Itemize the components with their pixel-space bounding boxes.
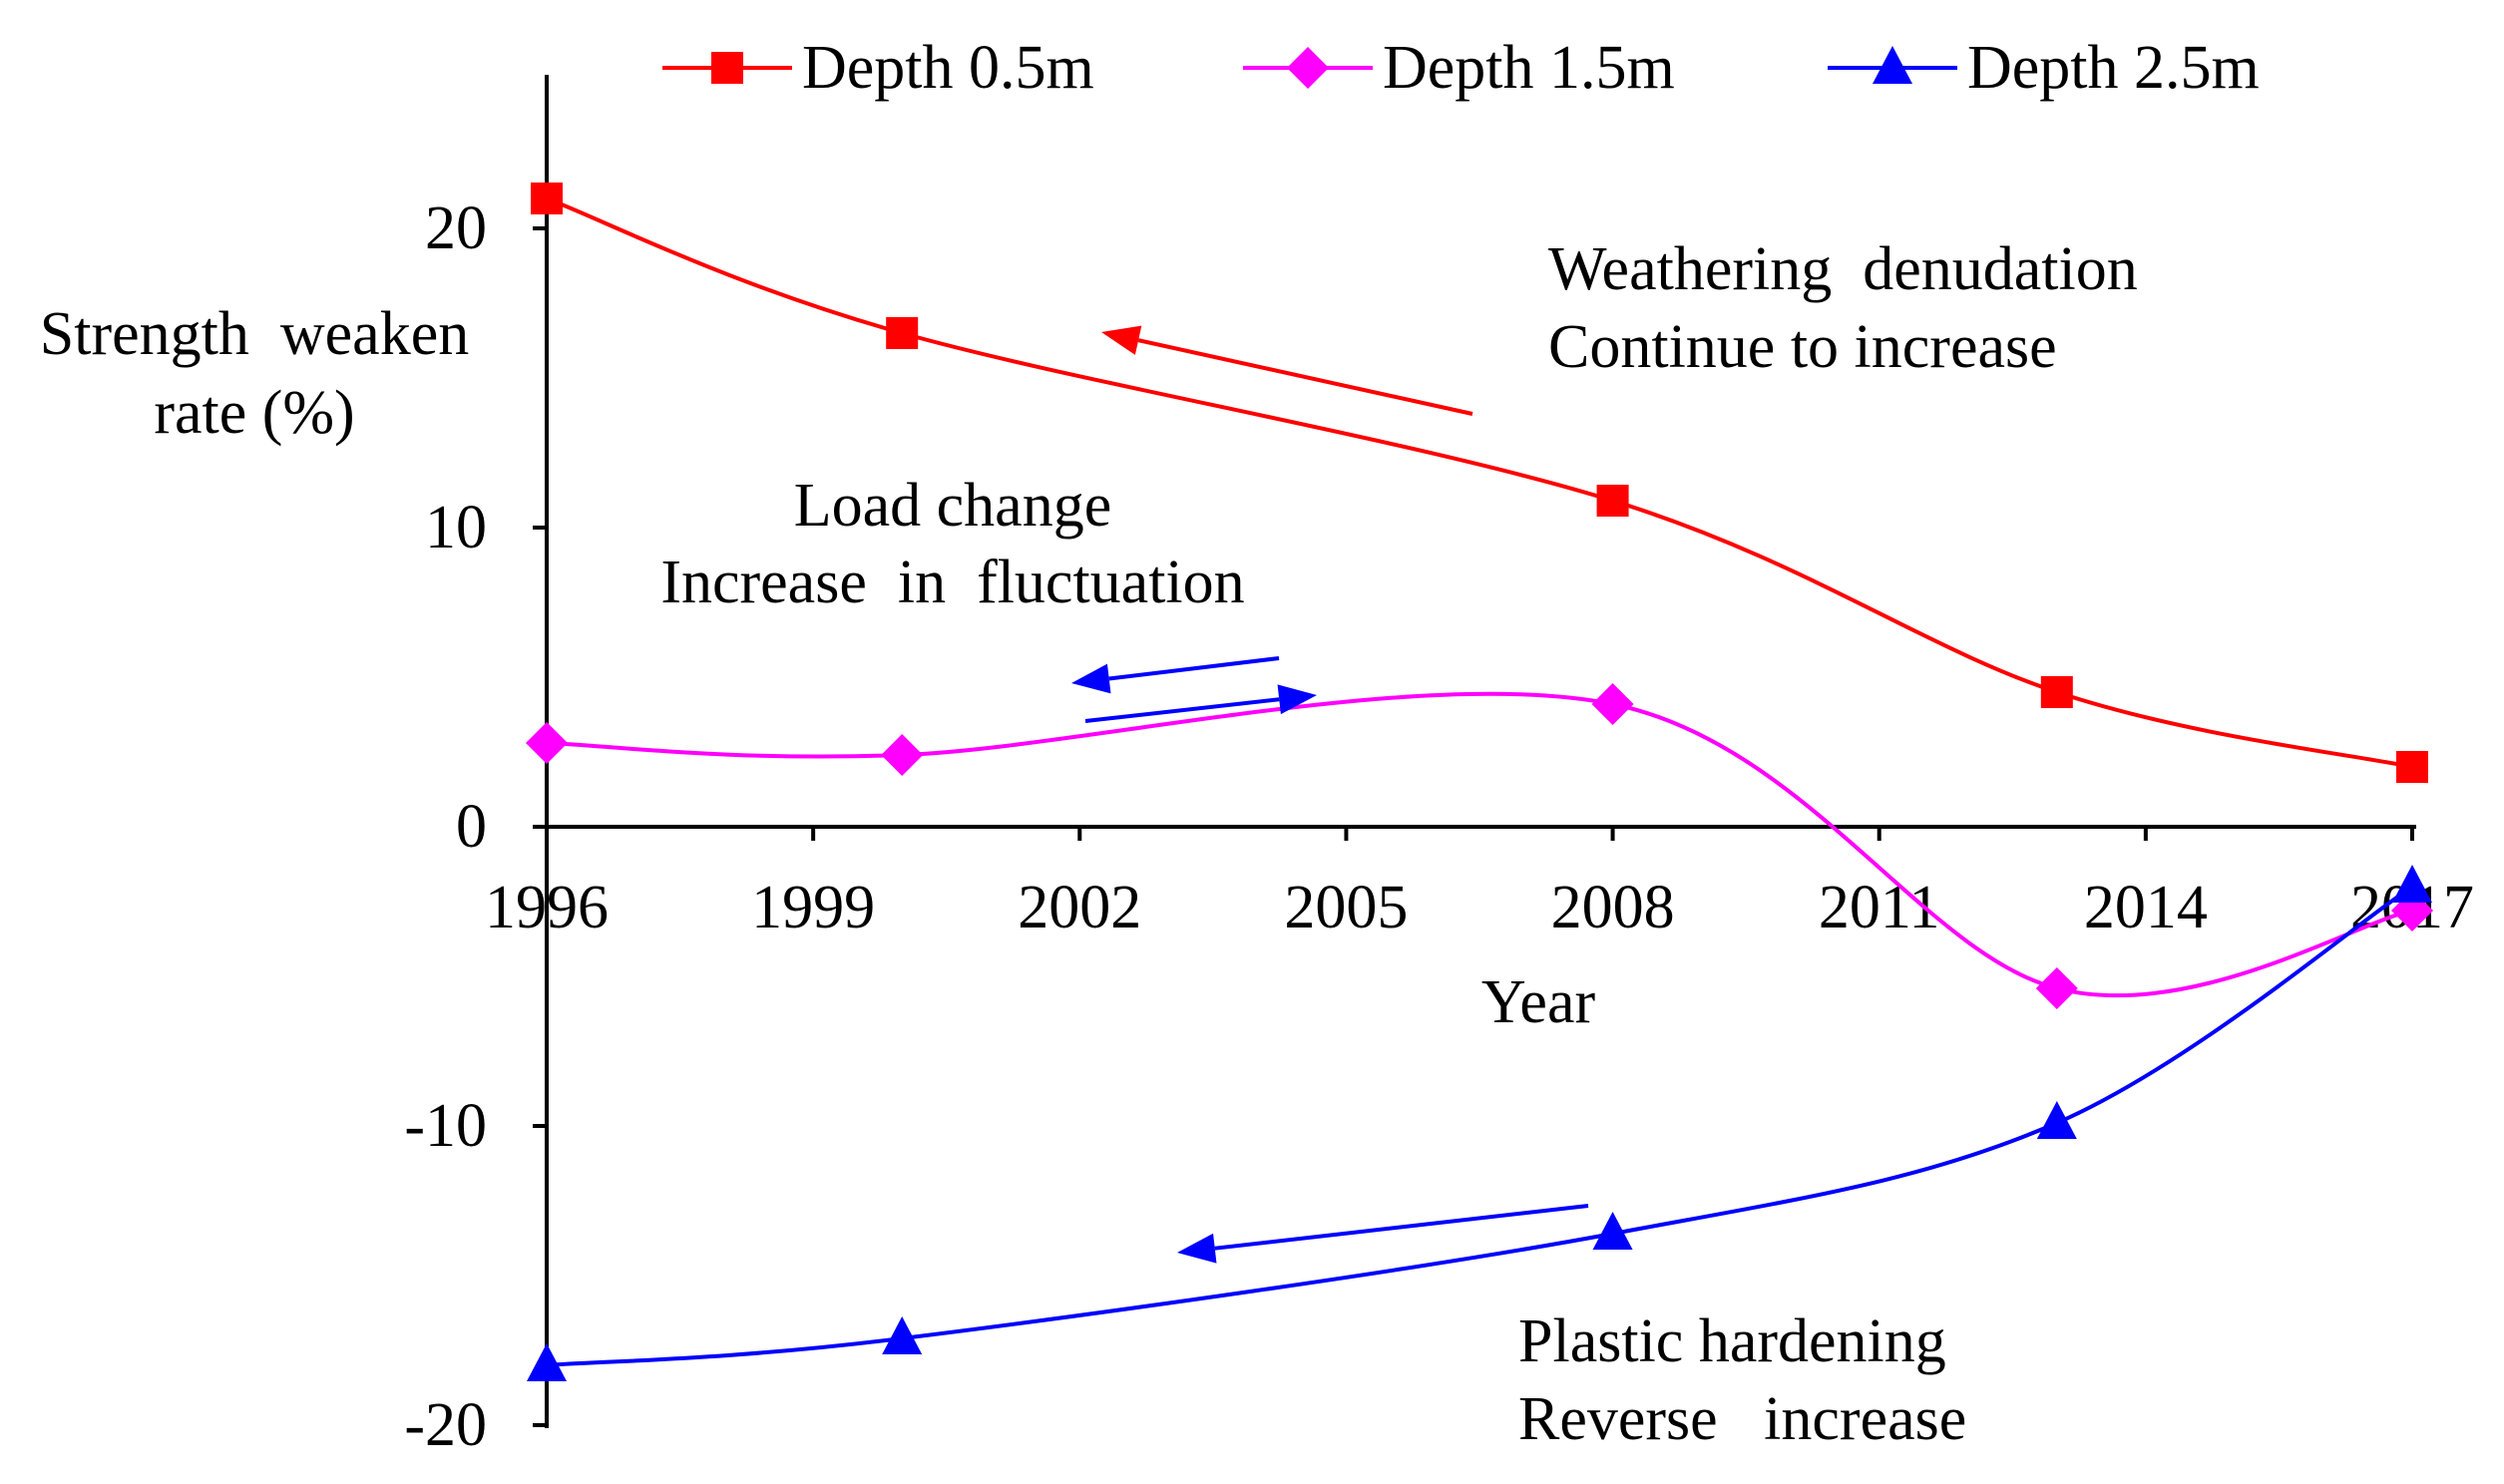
legend-marker <box>1873 46 1912 84</box>
arrow-shaft <box>1137 338 1473 416</box>
annotation-text: Reverse increase <box>1518 1385 1966 1453</box>
y-tick-label: 0 <box>456 793 487 861</box>
data-point <box>531 183 563 214</box>
legend-item: Depth 1.5m <box>1243 34 1675 102</box>
x-tick-label: 2002 <box>1018 874 1141 941</box>
annotation-text: Load change <box>794 472 1111 540</box>
data-point <box>882 1316 923 1354</box>
arrow-head <box>1177 1233 1217 1264</box>
data-point <box>2396 751 2428 783</box>
axes: 20100-10-2019961999200220052008201120142… <box>40 75 2474 1459</box>
legend-item: Depth 2.5m <box>1828 34 2260 102</box>
legend-marker <box>1287 47 1329 89</box>
legend-label: Depth 0.5m <box>802 34 1094 102</box>
data-point <box>2040 676 2073 708</box>
arrow-head <box>1071 663 1111 694</box>
arrow-head <box>1101 325 1142 355</box>
data-point <box>1591 683 1634 725</box>
series-square <box>531 183 2428 783</box>
annotation-weathering: Weathering denudation Continue to increas… <box>1548 235 2138 381</box>
arrow-shaft <box>1108 656 1280 681</box>
data-point <box>2035 967 2078 1009</box>
x-tick-label: 2014 <box>2084 874 2208 941</box>
annotation-text: Weathering denudation <box>1548 235 2138 303</box>
series-line <box>546 885 2414 1367</box>
x-axis-title: Year <box>1481 968 1596 1036</box>
x-tick-label: 2008 <box>1551 874 1675 941</box>
series-triangle <box>527 865 2432 1381</box>
series-layer <box>526 183 2433 1381</box>
x-tick-label: 1999 <box>751 874 875 941</box>
x-tick-label: 2011 <box>1819 874 1940 941</box>
annotation-plastic: Plastic hardening Reverse increase <box>1518 1307 1966 1453</box>
series-diamond <box>526 683 2433 1009</box>
arrow-shaft <box>1084 697 1280 723</box>
legend-label: Depth 1.5m <box>1383 34 1675 102</box>
y-tick-label: 10 <box>425 494 487 561</box>
data-point <box>1596 485 1629 517</box>
data-point <box>886 317 919 349</box>
y-tick-label: -20 <box>404 1391 487 1459</box>
annotation-text: Increase in fluctuation <box>660 549 1244 616</box>
annotation-text: Continue to increase <box>1548 313 2057 381</box>
annotation-layer: Weathering denudation Continue to increas… <box>660 235 2137 1453</box>
trend-arrow-load-right <box>1084 684 1317 723</box>
data-point <box>881 734 924 776</box>
data-point <box>1592 1212 1633 1250</box>
x-tick-label: 1996 <box>485 874 609 941</box>
data-point <box>2392 865 2432 903</box>
data-point <box>2036 1101 2077 1139</box>
data-point <box>526 722 568 764</box>
legend-marker <box>711 52 743 84</box>
y-axis-title: Strength weaken <box>40 300 469 368</box>
x-tick-label: 2005 <box>1284 874 1408 941</box>
trend-arrow-load-left <box>1071 656 1280 694</box>
legend-label: Depth 2.5m <box>1967 34 2260 102</box>
annotation-text: Plastic hardening <box>1518 1307 1946 1375</box>
y-tick-label: -10 <box>404 1092 487 1160</box>
y-axis-title: rate (%) <box>154 379 354 447</box>
y-tick-label: 20 <box>425 194 487 262</box>
legend-item: Depth 0.5m <box>662 34 1094 102</box>
trend-arrow-weathering <box>1101 325 1473 416</box>
data-point <box>527 1343 567 1381</box>
series-line <box>546 691 2413 998</box>
trend-arrow-plastic <box>1177 1204 1589 1264</box>
legend: Depth 0.5m Depth 1.5m Depth 2.5m <box>662 34 2260 102</box>
arrow-shaft <box>1214 1204 1589 1251</box>
annotation-load: Load change Increase in fluctuation <box>660 472 1244 616</box>
series-line <box>546 196 2413 769</box>
arrow-head <box>1277 684 1317 715</box>
